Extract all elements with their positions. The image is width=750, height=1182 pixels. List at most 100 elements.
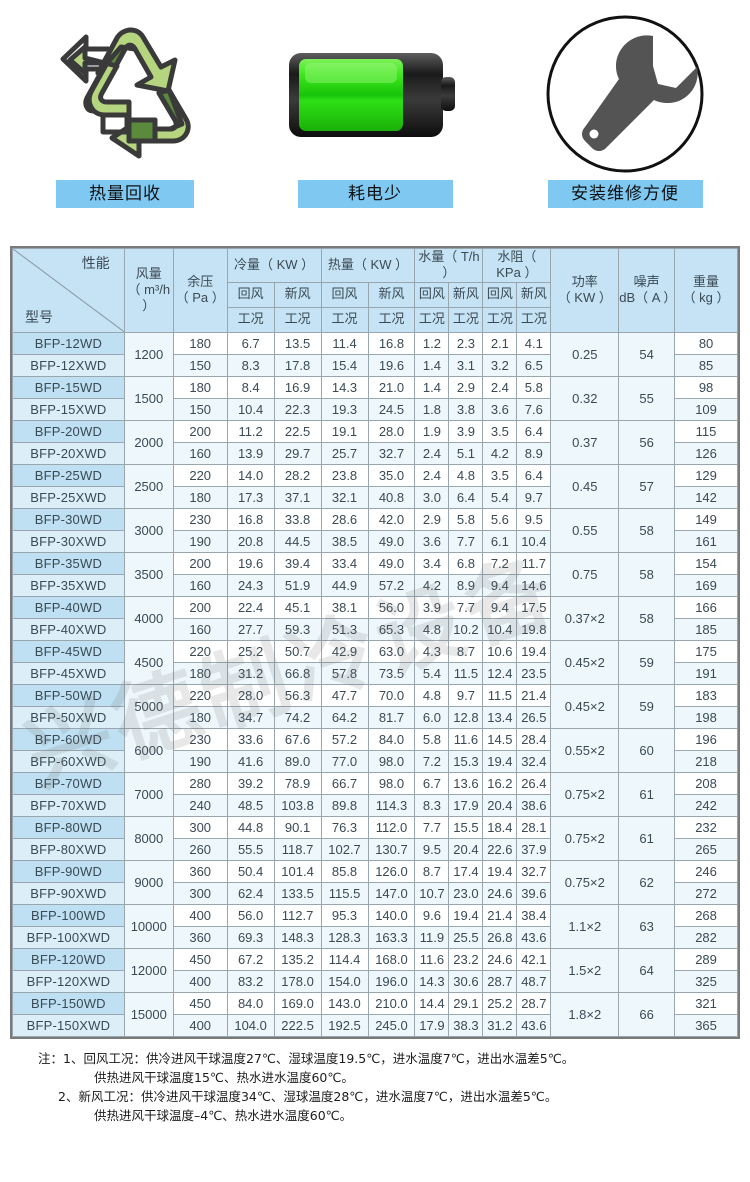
cell-heating-return: 38.5 bbox=[320, 529, 369, 553]
header-weight-title: 重量 bbox=[693, 274, 720, 289]
cell-cooling-fresh: 28.2 bbox=[273, 463, 322, 487]
cell-heating-return: 95.3 bbox=[320, 903, 369, 927]
table-row: BFP-80WD 8000 300 44.8 90.1 76.3 112.0 7.7 15.5 1… bbox=[12, 815, 738, 861]
cell-waterflow-fresh: 15.5 bbox=[448, 815, 484, 839]
cell-cooling-return: 41.6 bbox=[226, 749, 275, 773]
cell-waterres-return: 16.2 bbox=[482, 771, 518, 795]
table-header: 性能 型号 风量 （ m³/h ） 余压 （ Pa ） 冷量（ KW ） 热量（… bbox=[12, 248, 738, 333]
cell-waterres-fresh: 42.1 bbox=[516, 947, 552, 971]
cell-cooling-return: 33.6 bbox=[226, 727, 275, 751]
cell-waterres-return: 3.5 bbox=[482, 463, 518, 487]
cell-waterres-fresh: 21.4 bbox=[516, 683, 552, 707]
cell-waterres-fresh: 28.4 bbox=[516, 727, 552, 751]
cell-power: 0.75×2 bbox=[550, 815, 620, 861]
cell-heating-fresh: 147.0 bbox=[367, 881, 416, 905]
cell-cooling-fresh: 16.9 bbox=[273, 375, 322, 399]
cell-waterres-return: 9.4 bbox=[482, 595, 518, 619]
cell-heating-fresh: 49.0 bbox=[367, 551, 416, 575]
cell-pressure: 220 bbox=[172, 639, 228, 663]
cell-heating-return: 11.4 bbox=[320, 331, 369, 355]
cell-pressure: 360 bbox=[172, 859, 228, 883]
cell-cooling-return: 24.3 bbox=[226, 573, 275, 597]
cell-waterres-return: 5.4 bbox=[482, 485, 518, 509]
cell-cooling-return: 55.5 bbox=[226, 837, 275, 861]
cell-waterres-fresh: 10.4 bbox=[516, 529, 552, 553]
cell-pressure: 200 bbox=[172, 551, 228, 575]
cell-pressure: 180 bbox=[172, 331, 228, 355]
cell-waterflow-fresh: 8.7 bbox=[448, 639, 484, 663]
cell-waterflow-fresh: 7.7 bbox=[448, 595, 484, 619]
table-row: BFP-90XWD 300 62.4 133.5 115.5 147.0 10.7 23.0 2… bbox=[12, 881, 738, 905]
cell-cooling-fresh: 50.7 bbox=[273, 639, 322, 663]
cell-weight: 365 bbox=[674, 1013, 738, 1037]
cell-model: BFP-70WD bbox=[12, 771, 125, 795]
cell-cooling-fresh: 51.9 bbox=[273, 573, 322, 597]
cell-waterflow-return: 9.5 bbox=[414, 837, 450, 861]
cell-waterflow-fresh: 11.6 bbox=[448, 727, 484, 751]
cell-cooling-fresh: 22.5 bbox=[273, 419, 322, 443]
cell-heating-fresh: 57.2 bbox=[367, 573, 416, 597]
cell-cooling-fresh: 45.1 bbox=[273, 595, 322, 619]
feature-label-heat-recovery: 热量回收 bbox=[56, 180, 194, 208]
cell-waterflow-fresh: 13.6 bbox=[448, 771, 484, 795]
header-waterflow-return-condition: 工况 bbox=[414, 306, 450, 333]
header-noise-title: 噪声 bbox=[633, 274, 660, 289]
table-row: BFP-35WD 3500 200 19.6 39.4 33.4 49.0 3.4 6.8 7.2… bbox=[12, 551, 738, 597]
cell-cooling-return: 50.4 bbox=[226, 859, 275, 883]
table-row: BFP-20WD 2000 200 11.2 22.5 19.1 28.0 1.9 3.9 3.5… bbox=[12, 419, 738, 465]
cell-waterres-fresh: 8.9 bbox=[516, 441, 552, 465]
cell-waterres-return: 19.4 bbox=[482, 749, 518, 773]
footnote-line-1: 注：1、回风工况：供冷进风干球温度27℃、湿球温度19.5℃，进水温度7℃，进出… bbox=[38, 1050, 575, 1066]
cell-noise: 59 bbox=[618, 683, 676, 729]
cell-waterflow-fresh: 17.9 bbox=[448, 793, 484, 817]
cell-weight: 208 bbox=[674, 771, 738, 795]
cell-waterres-fresh: 14.6 bbox=[516, 573, 552, 597]
cell-waterflow-return: 8.7 bbox=[414, 859, 450, 883]
cell-waterflow-return: 5.4 bbox=[414, 661, 450, 685]
wrench-icon bbox=[541, 8, 709, 180]
cell-weight: 126 bbox=[674, 441, 738, 465]
cell-heating-return: 128.3 bbox=[320, 925, 369, 949]
cell-waterres-fresh: 23.5 bbox=[516, 661, 552, 685]
cell-heating-return: 25.7 bbox=[320, 441, 369, 465]
header-cooling-return-condition: 工况 bbox=[226, 306, 275, 333]
cell-noise: 61 bbox=[618, 815, 676, 861]
cell-heating-return: 64.2 bbox=[320, 705, 369, 729]
cell-heating-fresh: 35.0 bbox=[367, 463, 416, 487]
cell-airflow: 3500 bbox=[123, 551, 174, 597]
header-airflow-title: 风量 bbox=[135, 265, 162, 281]
cell-waterres-return: 3.2 bbox=[482, 353, 518, 377]
cell-model: BFP-45XWD bbox=[12, 661, 125, 685]
cell-weight: 185 bbox=[674, 617, 738, 641]
cell-heating-fresh: 42.0 bbox=[367, 507, 416, 531]
cell-heating-fresh: 40.8 bbox=[367, 485, 416, 509]
cell-waterres-fresh: 6.4 bbox=[516, 419, 552, 443]
cell-waterflow-fresh: 2.3 bbox=[448, 331, 484, 355]
cell-waterres-fresh: 32.4 bbox=[516, 749, 552, 773]
cell-cooling-return: 8.4 bbox=[226, 375, 275, 399]
cell-cooling-fresh: 33.8 bbox=[273, 507, 322, 531]
cell-cooling-return: 56.0 bbox=[226, 903, 275, 927]
cell-model: BFP-90XWD bbox=[12, 881, 125, 905]
cell-noise: 59 bbox=[618, 639, 676, 685]
table-row: BFP-50WD 5000 220 28.0 56.3 47.7 70.0 4.8 9.7 11.… bbox=[12, 683, 738, 729]
cell-waterres-return: 14.5 bbox=[482, 727, 518, 751]
cell-waterflow-return: 6.0 bbox=[414, 705, 450, 729]
cell-weight: 265 bbox=[674, 837, 738, 861]
cell-heating-fresh: 168.0 bbox=[367, 947, 416, 971]
cell-cooling-fresh: 101.4 bbox=[273, 859, 322, 883]
table-row: BFP-12WD 1200 180 6.7 13.5 11.4 16.8 1.2 2.3 2.1 4… bbox=[12, 331, 738, 377]
cell-cooling-fresh: 133.5 bbox=[273, 881, 322, 905]
cell-pressure: 180 bbox=[172, 485, 228, 509]
cell-cooling-fresh: 67.6 bbox=[273, 727, 322, 751]
cell-weight: 242 bbox=[674, 793, 738, 817]
cell-heating-return: 19.1 bbox=[320, 419, 369, 443]
cell-cooling-fresh: 66.8 bbox=[273, 661, 322, 685]
cell-noise: 60 bbox=[618, 727, 676, 773]
header-waterflow-fresh-condition: 工况 bbox=[448, 306, 484, 333]
cell-waterres-fresh: 5.8 bbox=[516, 375, 552, 399]
header-waterres-return-condition: 工况 bbox=[482, 306, 518, 333]
cell-waterflow-return: 17.9 bbox=[414, 1013, 450, 1037]
cell-weight: 129 bbox=[674, 463, 738, 487]
cell-weight: 161 bbox=[674, 529, 738, 553]
